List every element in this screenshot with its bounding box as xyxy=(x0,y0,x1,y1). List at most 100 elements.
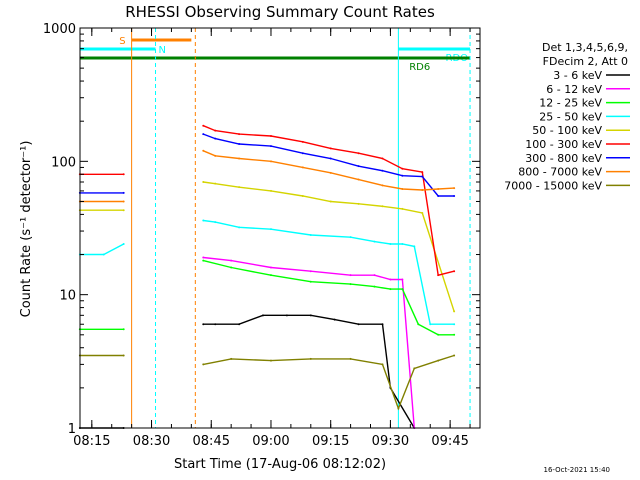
data-point-12-25-kev xyxy=(349,283,352,286)
y-tick-label: 1 xyxy=(68,422,76,437)
data-point-800-7000-kev xyxy=(301,166,304,169)
data-point-50-100-kev xyxy=(421,211,424,214)
data-point-800-7000-kev xyxy=(421,188,424,191)
data-point-3-6-kev xyxy=(202,323,205,326)
data-point-100-300-kev xyxy=(269,134,272,137)
data-point-7000-15000-kev xyxy=(397,407,400,410)
data-point-7000-15000-kev xyxy=(309,357,312,360)
data-point-7000-15000-kev xyxy=(230,357,233,360)
data-point-25-50-kev xyxy=(429,323,432,326)
data-point-3-6-kev xyxy=(238,323,241,326)
series-7000-15000-kev xyxy=(78,354,456,411)
series-lines xyxy=(78,124,456,429)
y-tick-label: 100 xyxy=(51,155,76,170)
legend-header: Det 1,3,4,5,6,9, FDecim 2, Att 0 xyxy=(542,41,628,68)
data-point-800-7000-kev xyxy=(401,188,404,191)
data-point-50-100-kev xyxy=(301,194,304,197)
data-point-800-7000-kev xyxy=(437,188,440,191)
generated-timestamp: 16-Oct-2021 15:40 xyxy=(544,466,610,474)
data-point-25-50-kev xyxy=(202,219,205,222)
data-point-50-100-kev xyxy=(202,180,205,183)
series-line-7000-15000-kev-1 xyxy=(203,354,455,411)
data-point-12-25-kev xyxy=(389,288,392,291)
data-point-50-100-kev xyxy=(269,189,272,192)
legend-header-line-2: FDecim 2, Att 0 xyxy=(543,55,628,68)
data-point-7000-15000-kev xyxy=(381,363,384,366)
data-point-300-800-kev xyxy=(202,133,205,136)
data-point-25-50-kev xyxy=(122,242,125,245)
data-point-50-100-kev xyxy=(453,310,456,313)
x-tick-label: 08:30 xyxy=(133,434,170,449)
data-point-3-6-kev xyxy=(262,314,265,317)
data-point-3-6-kev xyxy=(214,323,217,326)
series-line-25-50-kev-0 xyxy=(79,243,125,256)
y-tick-label: 10 xyxy=(59,289,76,304)
data-point-50-100-kev xyxy=(238,186,241,189)
data-point-3-6-kev xyxy=(357,323,360,326)
data-point-25-50-kev xyxy=(349,236,352,239)
data-point-50-100-kev xyxy=(357,202,360,205)
data-point-25-50-kev xyxy=(269,228,272,231)
data-point-25-50-kev xyxy=(389,242,392,245)
data-point-7000-15000-kev xyxy=(269,359,272,362)
data-point-100-300-kev xyxy=(381,157,384,160)
data-point-12-25-kev xyxy=(401,288,404,291)
data-point-3-6-kev xyxy=(285,314,288,317)
series-300-800-kev xyxy=(78,133,456,197)
data-point-300-800-kev xyxy=(238,142,241,145)
data-point-6-12-kev xyxy=(202,256,205,259)
data-point-12-25-kev xyxy=(453,333,456,336)
data-point-800-7000-kev xyxy=(453,187,456,190)
series-line-300-800-kev-1 xyxy=(203,133,455,197)
data-point-12-25-kev xyxy=(122,328,125,331)
data-point-800-7000-kev xyxy=(202,149,205,152)
data-point-50-100-kev xyxy=(381,205,384,208)
data-point-6-12-kev xyxy=(349,274,352,277)
data-point-6-12-kev xyxy=(269,266,272,269)
data-point-6-12-kev xyxy=(401,278,404,281)
x-tick-label: 09:00 xyxy=(252,434,289,449)
data-point-100-300-kev xyxy=(329,147,332,150)
data-point-25-50-kev xyxy=(238,226,241,229)
data-point-7000-15000-kev xyxy=(413,367,416,370)
data-point-100-300-kev xyxy=(301,140,304,143)
data-point-300-800-kev xyxy=(329,157,332,160)
data-point-6-12-kev xyxy=(373,274,376,277)
data-point-7000-15000-kev xyxy=(122,354,125,357)
x-tick-label: 09:15 xyxy=(312,434,349,449)
data-point-12-25-kev xyxy=(417,323,420,326)
data-point-50-100-kev xyxy=(329,200,332,203)
y-tick-label: 1000 xyxy=(43,22,76,37)
x-tick-label: 08:15 xyxy=(73,434,110,449)
data-point-25-50-kev xyxy=(309,234,312,237)
x-tick-label: 09:45 xyxy=(431,434,468,449)
legend-header-line-1: Det 1,3,4,5,6,9, xyxy=(542,41,628,54)
data-point-100-300-kev xyxy=(453,270,456,273)
data-point-50-100-kev xyxy=(401,207,404,210)
data-point-12-25-kev xyxy=(202,259,205,262)
data-point-300-800-kev xyxy=(301,152,304,155)
x-axis-label: Start Time (17-Aug-06 08:12:02) xyxy=(174,457,386,472)
flag-label-rd6: RD6 xyxy=(409,62,430,73)
data-point-3-6-kev xyxy=(333,318,336,321)
legend-label-300-800-kev: 300 - 800 keV xyxy=(525,152,602,165)
series-6-12-kev xyxy=(202,256,416,429)
legend-label-7000-15000-kev: 7000 - 15000 keV xyxy=(504,179,602,192)
legend-label-800-7000-kev: 800 - 7000 keV xyxy=(518,166,602,179)
data-point-100-300-kev xyxy=(421,171,424,174)
data-point-7000-15000-kev xyxy=(437,359,440,362)
data-point-50-100-kev xyxy=(122,209,125,212)
legend-label-6-12-kev: 6 - 12 keV xyxy=(546,83,602,96)
data-point-7000-15000-kev xyxy=(349,357,352,360)
data-point-12-25-kev xyxy=(309,280,312,283)
data-point-3-6-kev xyxy=(309,314,312,317)
flag-bars: SNRDORD6 xyxy=(79,36,471,73)
series-3-6-kev xyxy=(78,314,416,429)
data-point-3-6-kev xyxy=(381,323,384,326)
legend-label-100-300-kev: 100 - 300 keV xyxy=(525,138,602,151)
series-line-25-50-kev-1 xyxy=(203,219,455,325)
data-point-300-800-kev xyxy=(122,191,125,194)
data-point-300-800-kev xyxy=(401,174,404,177)
axes: 1 10 100 1000 08:15 08:30 08:45 09:00 09:15 09:30… xyxy=(43,22,481,449)
data-point-25-50-kev xyxy=(102,253,105,256)
